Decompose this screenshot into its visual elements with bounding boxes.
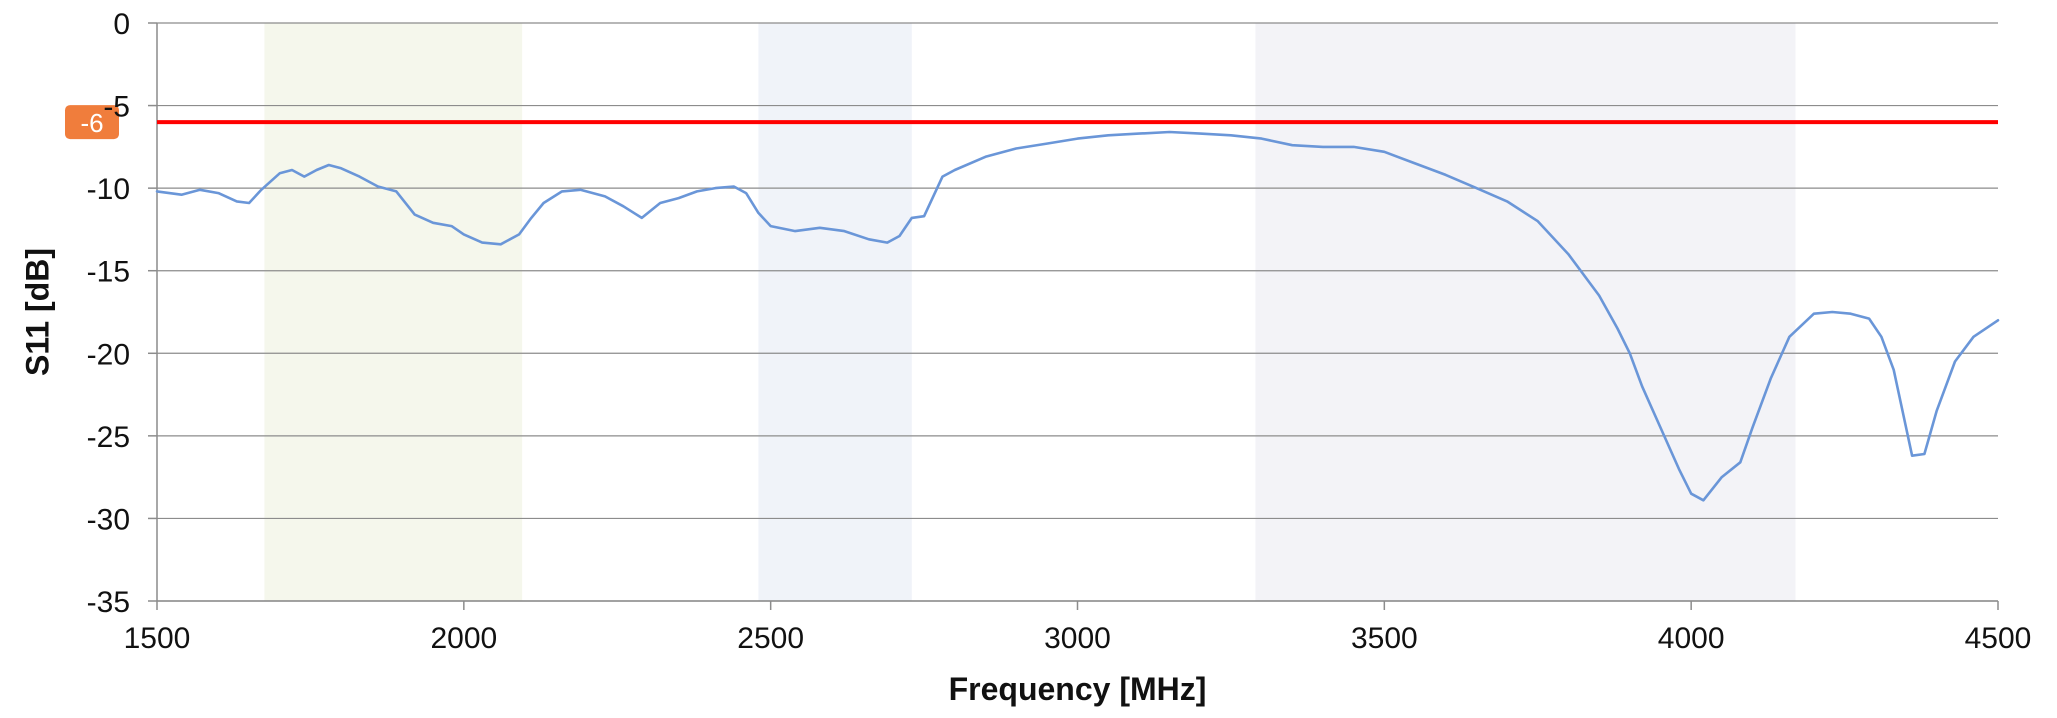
x-tick-label-0: 1500: [124, 622, 191, 655]
band-2: [758, 23, 912, 601]
threshold-line-group: -6: [65, 105, 1998, 140]
band-1: [264, 23, 523, 601]
y-tick-label-0: 0: [113, 8, 130, 41]
x-tick-label-3: 3000: [1044, 622, 1111, 655]
y-tick-label-7: -35: [87, 586, 130, 619]
threshold-label: -6: [80, 108, 103, 138]
y-tick-label-4: -20: [87, 338, 130, 371]
series-layer: [155, 130, 2000, 502]
frequency-bands: [264, 23, 1796, 601]
x-tick-label-6: 4500: [1965, 622, 2032, 655]
x-tick-label-2: 2500: [737, 622, 804, 655]
x-tick-label-4: 3500: [1351, 622, 1418, 655]
band-3: [1255, 23, 1796, 601]
y-tick-label-3: -15: [87, 256, 130, 289]
x-tick-label-1: 2000: [430, 622, 497, 655]
y-tick-label-1: -5: [103, 91, 130, 124]
y-axis-title: S11 [dB]: [19, 248, 55, 376]
x-tick-label-5: 4000: [1658, 622, 1725, 655]
y-tick-label-5: -25: [87, 421, 130, 454]
horizontal-gridlines: [157, 22, 1998, 602]
y-tick-label-6: -30: [87, 503, 130, 536]
x-axis-title: Frequency [MHz]: [949, 671, 1207, 707]
axes: [148, 22, 1999, 610]
y-tick-label-2: -10: [87, 173, 130, 206]
series-line-1: [155, 130, 2000, 502]
threshold-badge: [65, 105, 119, 140]
